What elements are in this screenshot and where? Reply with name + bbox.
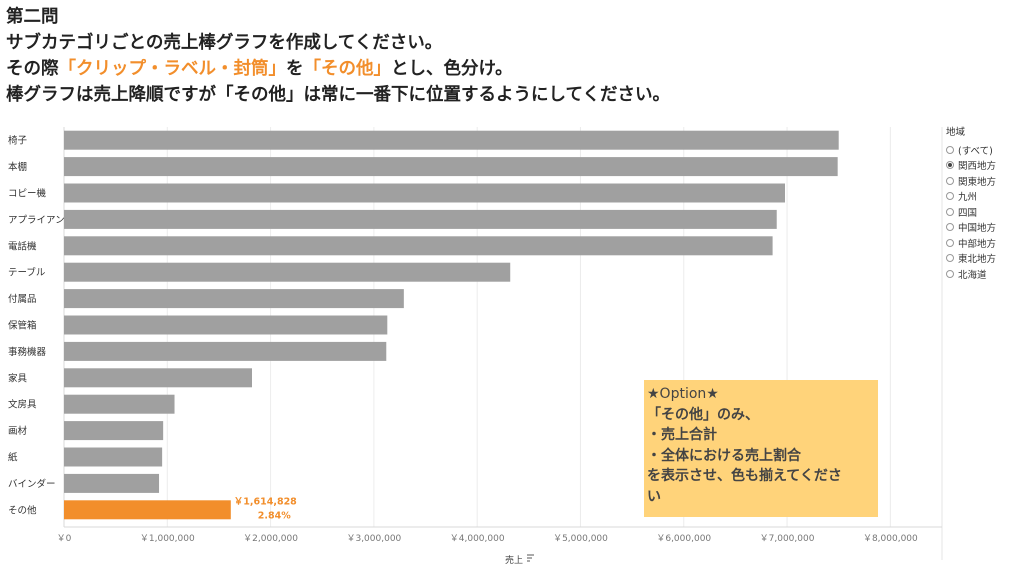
bar: [64, 289, 404, 309]
bar: [64, 394, 175, 414]
radio-icon[interactable]: [946, 238, 954, 247]
category-label: バインダー: [8, 478, 56, 490]
note-line-5: い: [647, 488, 661, 505]
radio-icon[interactable]: [946, 254, 954, 263]
option-note: ★Option★ 「その他」のみ、 ・売上合計 ・全体における売上割合 を表示さ…: [644, 380, 878, 517]
category-label: コピー機: [8, 188, 47, 200]
region-option-label: 四国: [958, 207, 978, 219]
x-tick-label: ￥4,000,000: [450, 534, 505, 544]
x-tick-label: ￥3,000,000: [346, 534, 401, 544]
title-line-3: その際「クリップ・ラベル・封筒」を「その他」とし、色分け。: [6, 56, 670, 82]
x-axis-title: 売上: [505, 554, 523, 566]
category-label: 保管箱: [8, 320, 37, 332]
x-tick-label: ￥7,000,000: [760, 534, 815, 544]
category-label: 事務機器: [8, 346, 47, 358]
note-line-4: を表示させ、色も揃えてくださ: [647, 468, 842, 484]
region-option-label: 中部地方: [958, 238, 997, 250]
bar: [64, 341, 387, 361]
region-option-label: 中国地方: [958, 223, 997, 235]
category-label: 椅子: [8, 135, 28, 147]
data-label-percent: 2.84%: [258, 510, 291, 521]
title-line-4: 棒グラフは売上降順ですが「その他」は常に一番下に位置するようにしてください。: [6, 85, 670, 105]
region-option[interactable]: 中国地方: [946, 220, 996, 236]
bar: [64, 473, 160, 493]
title-line-1: 第二問: [6, 7, 59, 27]
region-option[interactable]: 関西地方: [946, 158, 996, 174]
bar: [64, 209, 777, 229]
sales-bar-chart: 椅子本棚コピー機アプライアン電話機テーブル付属品保管箱事務機器家具文房具画材紙バ…: [8, 127, 943, 566]
category-label: 画材: [8, 425, 28, 437]
bar: [64, 262, 511, 282]
note-line-2: ・売上合計: [647, 427, 717, 443]
category-label: 本棚: [8, 161, 27, 173]
radio-icon[interactable]: [946, 145, 954, 154]
title-line-3e: とし、色分け。: [391, 59, 513, 79]
region-option[interactable]: 北海道: [946, 266, 996, 282]
category-label: テーブル: [8, 267, 46, 279]
bar: [64, 447, 163, 467]
category-label: 文房具: [8, 399, 37, 411]
region-option[interactable]: 中部地方: [946, 235, 996, 251]
x-tick-label: ￥5,000,000: [553, 534, 608, 544]
category-label: 付属品: [8, 294, 37, 305]
title-line-3d: 「その他」: [303, 59, 392, 79]
x-tick-label: ￥6,000,000: [656, 534, 711, 544]
region-filter-title: 地域: [946, 127, 966, 138]
region-option-label: (すべて): [958, 145, 993, 157]
note-heading: ★Option★: [647, 386, 719, 402]
title-line-3b: 「クリップ・ラベル・封筒」: [58, 59, 287, 79]
region-option[interactable]: (すべて): [946, 142, 996, 158]
bar: [64, 315, 388, 335]
region-option-label: 関東地方: [958, 176, 997, 188]
x-tick-label: ￥0: [57, 534, 72, 544]
bar-highlight: [64, 500, 231, 520]
title-block: 第二問 サブカテゴリごとの売上棒グラフを作成してください。 その際「クリップ・ラ…: [6, 4, 670, 108]
radio-icon[interactable]: [946, 161, 954, 170]
region-option[interactable]: 九州: [946, 189, 996, 205]
note-line-3: ・全体における売上割合: [647, 447, 801, 464]
radio-icon[interactable]: [946, 223, 954, 232]
category-label: アプライアン: [8, 215, 65, 226]
region-option-label: 九州: [958, 192, 978, 204]
radio-icon[interactable]: [946, 176, 954, 185]
radio-icon[interactable]: [946, 192, 954, 201]
radio-icon[interactable]: [946, 207, 954, 216]
data-label-value: ￥1,614,828: [234, 496, 297, 507]
category-label: 電話機: [8, 240, 37, 252]
radio-icon[interactable]: [946, 269, 954, 278]
region-option-label: 北海道: [958, 269, 987, 281]
region-option-label: 関西地方: [958, 161, 997, 173]
title-line-3a: その際: [6, 59, 59, 79]
x-tick-label: ￥1,000,000: [140, 534, 195, 544]
category-label: 紙: [8, 452, 18, 464]
bar: [64, 183, 785, 203]
region-option-label: 東北地方: [958, 254, 997, 266]
bar: [64, 421, 164, 441]
region-option[interactable]: 東北地方: [946, 251, 996, 267]
bar: [64, 157, 838, 177]
region-filter: 地域 (すべて) 関西地方関東地方九州四国中国地方中部地方東北地方北海道: [946, 124, 996, 282]
title-line-3c: を: [286, 59, 304, 79]
bar: [64, 368, 252, 388]
bar: [64, 236, 773, 256]
title-line-2: サブカテゴリごとの売上棒グラフを作成してください。: [6, 33, 443, 53]
x-tick-label: ￥8,000,000: [863, 534, 918, 544]
category-label: 家具: [8, 372, 28, 384]
bar: [64, 130, 839, 150]
note-line-1: 「その他」のみ、: [647, 406, 759, 423]
region-option[interactable]: 関東地方: [946, 173, 996, 189]
x-tick-label: ￥2,000,000: [243, 534, 298, 544]
region-option[interactable]: 四国: [946, 204, 996, 220]
category-label: その他: [8, 504, 37, 516]
